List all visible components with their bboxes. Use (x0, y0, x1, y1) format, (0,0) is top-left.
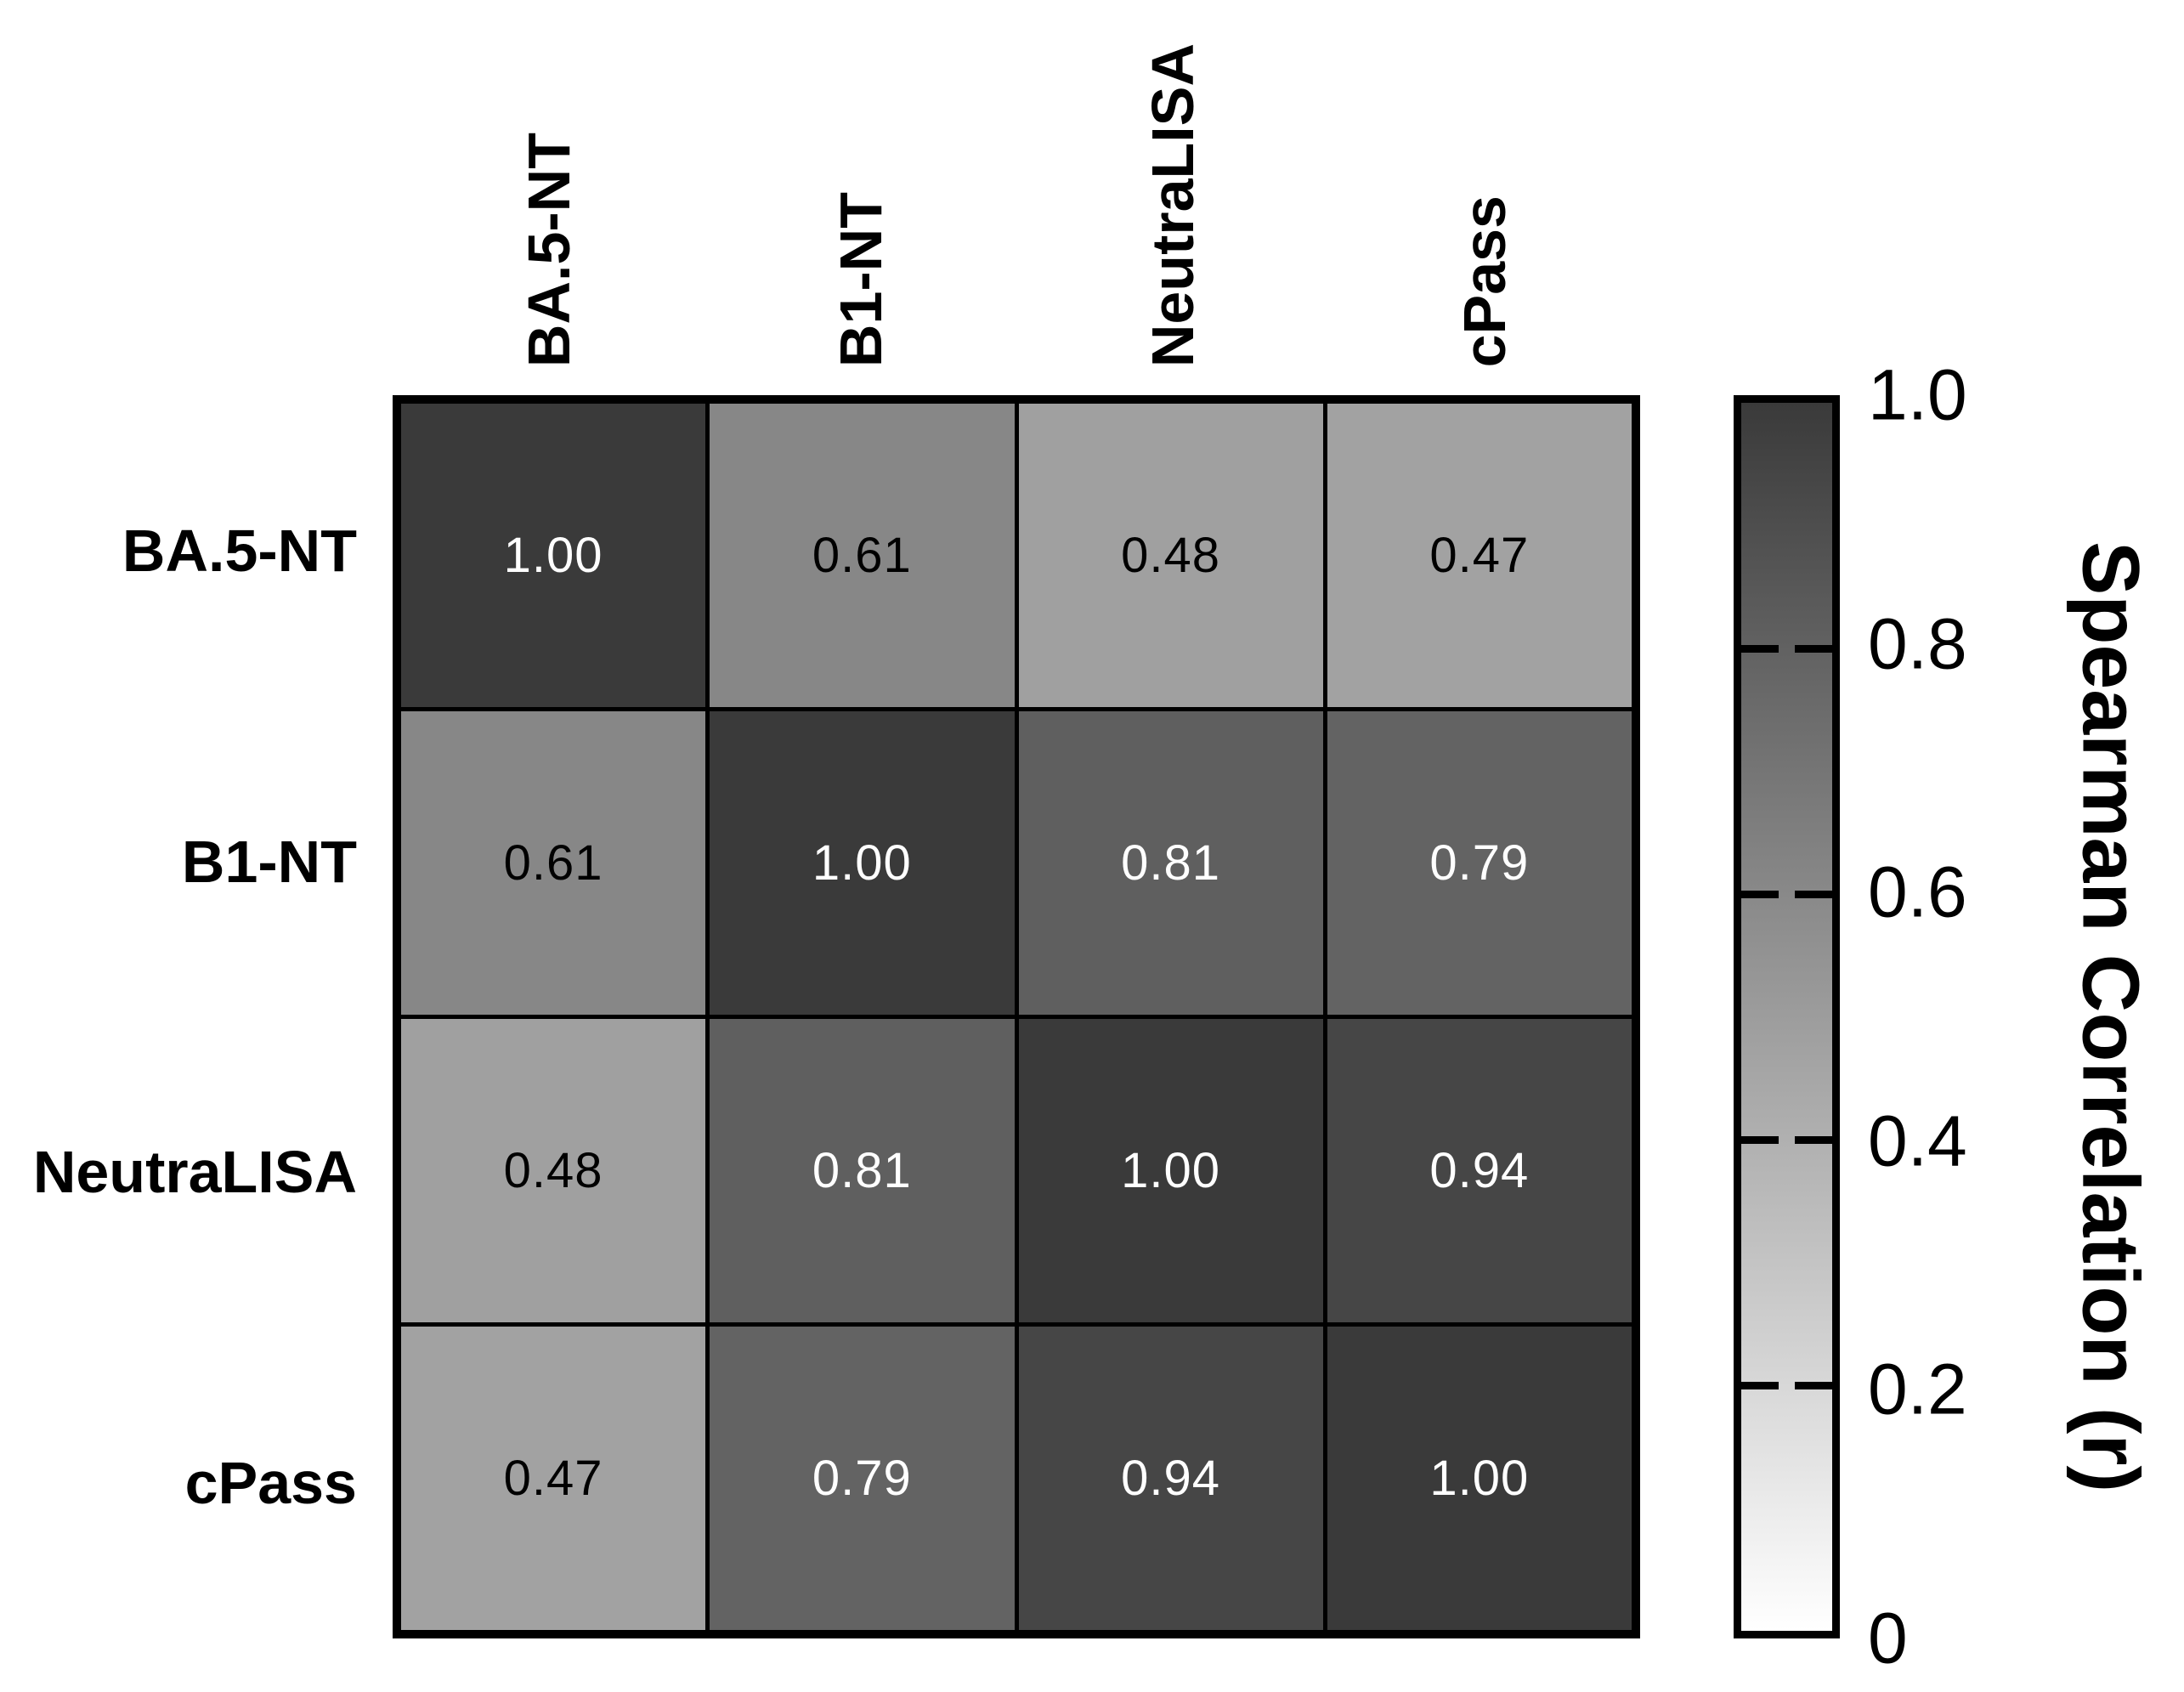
heatmap-cell-value: 1.00 (812, 835, 912, 891)
heatmap-cell-value: 0.61 (503, 835, 603, 891)
column-label-b1-nt: B1-NT (704, 0, 1016, 367)
colorbar-tick-label: 0.4 (1868, 1101, 1967, 1181)
column-label-text: BA.5-NT (515, 132, 582, 367)
column-label-cpass: cPass (1328, 0, 1640, 367)
row-label-cpass: cPass (0, 1327, 357, 1638)
colorbar-title-text: Spearman Correlation (r) (2065, 540, 2156, 1493)
heatmap-cell: 0.94 (1018, 1327, 1323, 1630)
heatmap-cell: 0.48 (1018, 404, 1323, 707)
heatmap-cell-value: 0.79 (1429, 835, 1530, 891)
colorbar-tick-labels: 1.0 0.8 0.6 0.4 0.2 0 (1868, 355, 2148, 1678)
heatmap-cell: 0.61 (401, 711, 706, 1015)
column-label-text: cPass (1451, 195, 1518, 367)
colorbar-tick-label: 0 (1868, 1598, 1908, 1678)
heatmap-cell: 0.47 (401, 1327, 706, 1630)
colorbar-tick-mark (1741, 644, 1779, 653)
heatmap-cell-value: 0.81 (812, 1143, 912, 1198)
heatmap-cell: 1.00 (401, 404, 706, 707)
heatmap-cell: 0.47 (1327, 404, 1632, 707)
heatmap-cell-value: 0.94 (1121, 1451, 1221, 1506)
row-label-b1-nt: B1-NT (0, 706, 357, 1017)
colorbar-gradient (1734, 395, 1840, 1638)
colorbar-title: Spearman Correlation (r) (2046, 395, 2174, 1638)
colorbar-tick-mark (1795, 1135, 1832, 1144)
colorbar-tick-label: 0.8 (1868, 603, 1967, 684)
row-label-text: B1-NT (181, 828, 357, 895)
colorbar-tick-mark (1741, 1381, 1779, 1389)
heatmap-cell: 0.48 (401, 1019, 706, 1322)
heatmap-cell-value: 1.00 (1429, 1451, 1530, 1506)
colorbar-tick-label: 1.0 (1868, 354, 1967, 435)
heatmap-cell-value: 0.47 (1429, 528, 1530, 583)
colorbar-tick-label: 0.2 (1868, 1349, 1967, 1429)
column-label-ba-5-nt: BA.5-NT (393, 0, 704, 367)
correlation-matrix: 1.00 0.61 0.48 0.47 0.61 1.00 0.81 0.79 0.48 0.81… (393, 395, 1640, 1638)
column-axis-labels: BA.5-NT B1-NT NeutraLISA cPass (393, 0, 1640, 367)
heatmap-cell-value: 0.94 (1429, 1143, 1530, 1198)
column-label-text: NeutraLISA (1139, 42, 1206, 367)
heatmap-cell-value: 1.00 (1121, 1143, 1221, 1198)
heatmap-cell: 0.79 (710, 1327, 1015, 1630)
row-axis-labels: BA.5-NT B1-NT NeutraLISA cPass (0, 395, 357, 1638)
heatmap-cell: 0.79 (1327, 711, 1632, 1015)
heatmap-cell: 1.00 (1327, 1327, 1632, 1630)
row-label-ba-5-nt: BA.5-NT (0, 395, 357, 706)
colorbar-tick-mark (1795, 890, 1832, 898)
heatmap-cell: 0.81 (710, 1019, 1015, 1322)
heatmap-cell-value: 1.00 (503, 528, 603, 583)
heatmap-cell: 0.94 (1327, 1019, 1632, 1322)
colorbar-tick-label: 0.6 (1868, 852, 1967, 932)
heatmap-cell-value: 0.48 (503, 1143, 603, 1198)
heatmap-cell-value: 0.61 (812, 528, 912, 583)
column-label-text: B1-NT (827, 191, 894, 367)
heatmap-cell-value: 0.81 (1121, 835, 1221, 891)
heatmap-cell-value: 0.79 (812, 1451, 912, 1506)
row-label-text: cPass (184, 1450, 357, 1517)
heatmap-cell: 1.00 (1018, 1019, 1323, 1322)
colorbar-tick-mark (1741, 1135, 1779, 1144)
colorbar-tick-mark (1795, 644, 1832, 653)
colorbar-tick-mark (1795, 1381, 1832, 1389)
row-label-text: NeutraLISA (32, 1139, 357, 1206)
row-label-neutralisa: NeutraLISA (0, 1017, 357, 1328)
heatmap-cell-value: 0.47 (503, 1451, 603, 1506)
row-label-text: BA.5-NT (122, 517, 357, 584)
column-label-neutralisa: NeutraLISA (1016, 0, 1328, 367)
colorbar-tick-mark (1741, 890, 1779, 898)
heatmap-cell: 0.61 (710, 404, 1015, 707)
heatmap-cell: 0.81 (1018, 711, 1323, 1015)
heatmap-cell-value: 0.48 (1121, 528, 1221, 583)
heatmap-cell: 1.00 (710, 711, 1015, 1015)
